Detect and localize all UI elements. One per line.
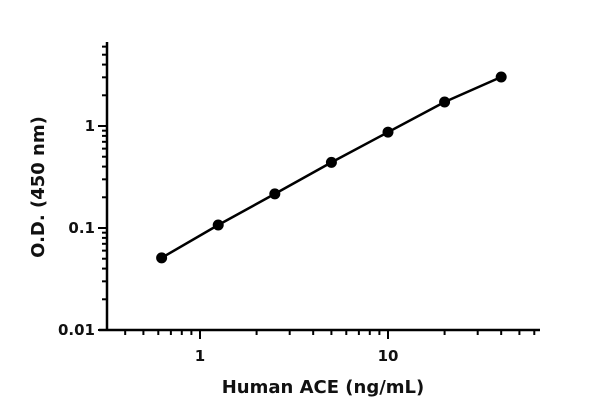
data-point-marker (325, 156, 337, 168)
data-point-marker (156, 252, 168, 264)
data-point-marker (269, 188, 281, 200)
y-axis: 0.01 0.1 1 (58, 42, 109, 339)
x-tick-label: 1 (195, 347, 205, 365)
x-axis: 1 10 (99, 328, 540, 365)
x-axis-title: Human ACE (ng/mL) (222, 377, 425, 398)
data-series (156, 71, 507, 264)
data-point-marker (212, 219, 224, 231)
x-tick-label: 10 (378, 347, 399, 365)
y-tick-label: 0.1 (68, 219, 95, 237)
y-axis-title: O.D. (450 nm) (28, 116, 49, 258)
y-tick-label: 1 (85, 117, 95, 135)
y-tick-label: 0.01 (58, 321, 95, 339)
data-point-marker (439, 96, 451, 108)
data-point-marker (382, 126, 394, 138)
data-point-marker (495, 71, 507, 83)
